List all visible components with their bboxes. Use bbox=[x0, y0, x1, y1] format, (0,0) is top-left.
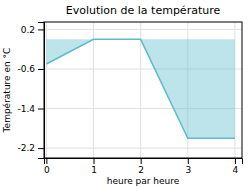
x-axis-title: heure par heure bbox=[107, 176, 180, 186]
tick-mark bbox=[141, 158, 142, 164]
tick-label: 0 bbox=[44, 165, 50, 175]
tick: -2.2 bbox=[17, 143, 44, 153]
grid-line bbox=[44, 29, 242, 30]
tick-label: -1.4 bbox=[17, 104, 35, 114]
plot-frame bbox=[44, 22, 242, 158]
tick-label: 0.2 bbox=[21, 25, 35, 35]
tick-mark bbox=[38, 29, 44, 30]
axis-line bbox=[38, 23, 45, 159]
tick: 3 bbox=[185, 158, 191, 175]
tick-label: 1 bbox=[91, 165, 97, 175]
tick: -1.4 bbox=[17, 104, 44, 114]
y-axis-title: Température en °C bbox=[2, 48, 12, 134]
tick-mark bbox=[94, 158, 95, 164]
tick-mark bbox=[38, 109, 44, 110]
grid bbox=[44, 22, 242, 158]
plot: 0 1 2 3 4 0.2 -0.6 -1.4 -2.2 bbox=[17, 22, 242, 175]
y-axis: 0.2 -0.6 -1.4 -2.2 bbox=[17, 23, 44, 159]
title: Evolution de la température bbox=[66, 4, 221, 17]
tick: 2 bbox=[138, 158, 144, 175]
tick-label: 3 bbox=[185, 165, 191, 175]
tick-mark bbox=[38, 69, 44, 70]
x-axis: 0 1 2 3 4 bbox=[44, 158, 243, 175]
tick-mark bbox=[38, 148, 44, 149]
axis-line bbox=[45, 159, 243, 165]
tick-mark bbox=[188, 158, 189, 164]
grid-line bbox=[44, 148, 242, 149]
tick: 4 bbox=[233, 158, 239, 175]
tick-label: -2.2 bbox=[17, 143, 35, 153]
tick-label: -0.6 bbox=[17, 64, 35, 74]
tick-label: 4 bbox=[233, 165, 239, 175]
chart-svg: 0 1 2 3 4 0.2 -0.6 -1.4 -2.2 Evolution de la temp… bbox=[0, 0, 250, 188]
tick-mark bbox=[235, 158, 236, 164]
tick: 0.2 bbox=[21, 25, 44, 35]
tick-mark bbox=[46, 158, 47, 164]
chart-container: 0 1 2 3 4 0.2 -0.6 -1.4 -2.2 Evolution de la temp… bbox=[0, 0, 250, 188]
tick: 1 bbox=[91, 158, 97, 175]
line bbox=[46, 39, 235, 138]
grid-line bbox=[93, 22, 94, 158]
marks bbox=[46, 39, 235, 138]
tick-label: 2 bbox=[138, 165, 144, 175]
area bbox=[46, 39, 235, 138]
tick: -0.6 bbox=[17, 64, 44, 74]
grid-line bbox=[140, 22, 141, 158]
tick: 0 bbox=[44, 158, 50, 175]
